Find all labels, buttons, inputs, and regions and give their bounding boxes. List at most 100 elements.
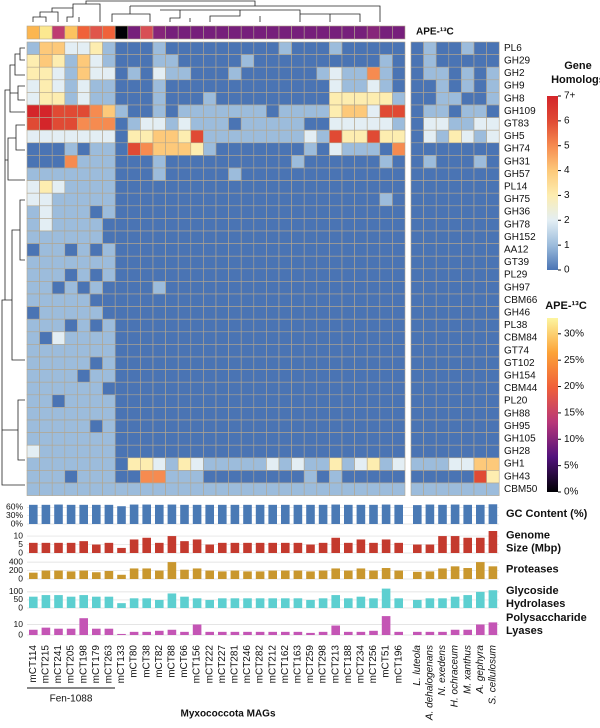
bar [344,570,353,579]
heatmap-cell [486,293,500,307]
bar [268,598,277,608]
bar [29,542,38,553]
bar [255,504,265,524]
heatmap-cell [354,444,368,459]
row-label: GH78 [504,219,531,230]
heatmap-cell [26,66,40,81]
heatmap-cell [410,407,424,421]
heatmap-cell [329,66,343,81]
heatmap-cell [102,293,116,307]
heatmap-cell [486,205,500,219]
bar [167,504,177,524]
heatmap-cell [64,482,78,496]
heatmap-cell [215,155,229,169]
heatmap-cell [435,268,450,282]
heatmap-cell [140,407,154,421]
heatmap-cell [140,457,154,471]
row-label: GH154 [504,371,536,382]
heatmap-cell [190,356,204,370]
heatmap-cell [329,180,343,194]
heatmap-cell [435,293,450,307]
heatmap-cell [127,318,141,333]
heatmap-cell [448,470,462,484]
heatmap-cell [89,268,103,282]
heatmap-cell [329,470,343,484]
heatmap-cell [114,243,129,257]
heatmap-cell [448,155,462,169]
heatmap-cell [203,66,217,81]
heatmap-cell [102,41,116,55]
heatmap-cell [329,129,343,144]
heatmap-cell [77,344,91,358]
heatmap-cell [102,54,116,68]
heatmap-cell [114,129,129,144]
heatmap-cell [114,470,129,484]
heatmap-cell [51,444,66,459]
heatmap-cell [278,167,292,181]
heatmap-cell [379,142,393,156]
heatmap-cell [448,356,462,370]
heatmap-cell [77,306,91,320]
heatmap-cell [177,54,192,68]
heatmap-cell [278,331,292,345]
bar [117,603,126,608]
heatmap-cell [26,482,40,496]
heatmap-cell [203,432,217,446]
heatmap-cell [77,104,91,118]
annotation-cell [89,25,103,40]
heatmap-cell [291,293,305,307]
heatmap-cell [366,92,381,106]
heatmap-cell [392,444,406,459]
heatmap-cell [461,243,475,257]
heatmap-cell [177,470,192,484]
column-label: mCT256 [368,645,379,684]
heatmap-cell [423,192,437,207]
heatmap-cell [303,394,318,408]
heatmap-cell [379,482,393,496]
heatmap-cell [127,482,141,496]
heatmap-cell [89,482,103,496]
heatmap-cell [366,432,381,446]
heatmap-cell [89,407,103,421]
heatmap-cell [435,394,450,408]
heatmap-cell [486,167,500,181]
heatmap-cell [448,318,462,333]
heatmap-cell [366,344,381,358]
heatmap-cell [366,407,381,421]
heatmap-cell [379,155,393,169]
heatmap-cell [448,92,462,106]
heatmap-cell [89,104,103,118]
heatmap-cell [253,331,267,345]
heatmap-cell [435,356,450,370]
heatmap-cell [39,192,53,207]
heatmap-cell [354,54,368,68]
heatmap-cell [240,306,255,320]
heatmap-cell [64,54,78,68]
heatmap-cell [392,92,406,106]
heatmap-cell [64,444,78,459]
heatmap-cell [303,356,318,370]
heatmap-cell [177,444,192,459]
heatmap-cell [410,79,424,93]
heatmap-cell [448,218,462,232]
heatmap-cell [291,318,305,333]
heatmap-cell [203,92,217,106]
heatmap-cell [77,92,91,106]
heatmap-cell [461,129,475,144]
bar [413,631,422,635]
heatmap-cell [448,117,462,131]
heatmap-cell [39,419,53,433]
panel-title: Polysaccharide [506,612,587,624]
heatmap-cell [253,306,267,320]
column-label: L. luteola [412,645,423,686]
heatmap-cell [215,167,229,181]
heatmap-cell [152,155,166,169]
bar [66,628,76,635]
annotation-cell [379,25,393,40]
heatmap-cell [266,356,280,370]
annotation-cell [228,25,242,40]
heatmap-cell [423,318,437,333]
heatmap-cell [102,306,116,320]
heatmap-cell [329,381,343,396]
panel-title: Genome [506,529,550,541]
